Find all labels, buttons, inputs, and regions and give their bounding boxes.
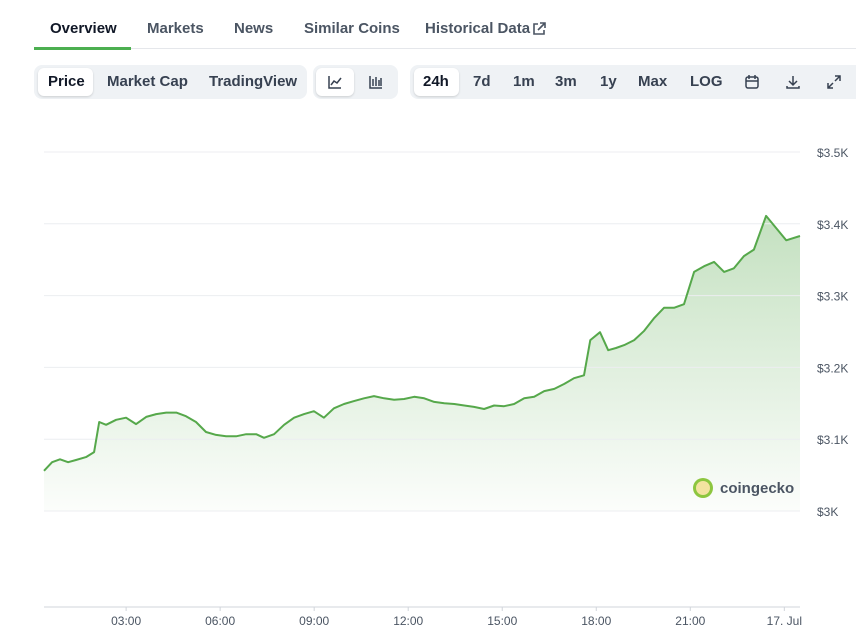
selected-button (414, 68, 459, 96)
x-tick-label: 09:00 (299, 614, 329, 628)
tab[interactable]: Similar Coins (304, 20, 400, 37)
line-chart-icon[interactable] (327, 74, 343, 90)
y-tick-label: $3.4K (817, 218, 848, 232)
x-tick-label: 06:00 (205, 614, 235, 628)
x-tick-label: 21:00 (675, 614, 705, 628)
download-icon[interactable] (785, 74, 801, 90)
fullscreen-icon[interactable] (826, 74, 842, 90)
candle-chart-icon[interactable] (368, 74, 384, 90)
x-tick-label: 17. Jul (767, 614, 802, 628)
tab[interactable]: Historical Data (425, 20, 531, 37)
view-button[interactable]: Market Cap (107, 73, 188, 90)
range-button[interactable]: 1m (513, 73, 535, 90)
range-button[interactable]: LOG (690, 73, 723, 90)
range-button[interactable]: 24h (423, 73, 449, 90)
price-line (43, 214, 801, 472)
x-tick-label: 15:00 (487, 614, 517, 628)
y-tick-label: $3.5K (817, 146, 848, 160)
y-tick-label: $3.2K (817, 361, 848, 375)
y-tick-label: $3K (817, 505, 838, 519)
range-button[interactable]: 1y (600, 73, 617, 90)
selected-button (38, 68, 93, 96)
y-tick-label: $3.1K (817, 433, 848, 447)
range-button[interactable]: Max (638, 73, 668, 90)
range-button[interactable]: 7d (473, 73, 491, 90)
tab[interactable]: News (234, 20, 274, 37)
y-tick-label: $3.3K (817, 290, 848, 304)
logo-icon-inner (696, 481, 710, 495)
range-group (410, 65, 856, 99)
view-button[interactable]: TradingView (209, 73, 298, 90)
tab[interactable]: Overview (50, 20, 117, 37)
range-button[interactable]: 3m (555, 73, 577, 90)
watermark: coingecko (720, 480, 794, 497)
calendar-icon[interactable] (744, 74, 760, 90)
view-button[interactable]: Price (48, 73, 85, 90)
x-tick-label: 12:00 (393, 614, 423, 628)
x-tick-label: 03:00 (111, 614, 141, 628)
active-tab-underline (34, 47, 131, 50)
tab-divider (34, 48, 856, 49)
tab[interactable]: Markets (147, 20, 204, 37)
price-area (44, 215, 800, 511)
external-link-icon (533, 22, 546, 35)
x-tick-label: 18:00 (581, 614, 611, 628)
